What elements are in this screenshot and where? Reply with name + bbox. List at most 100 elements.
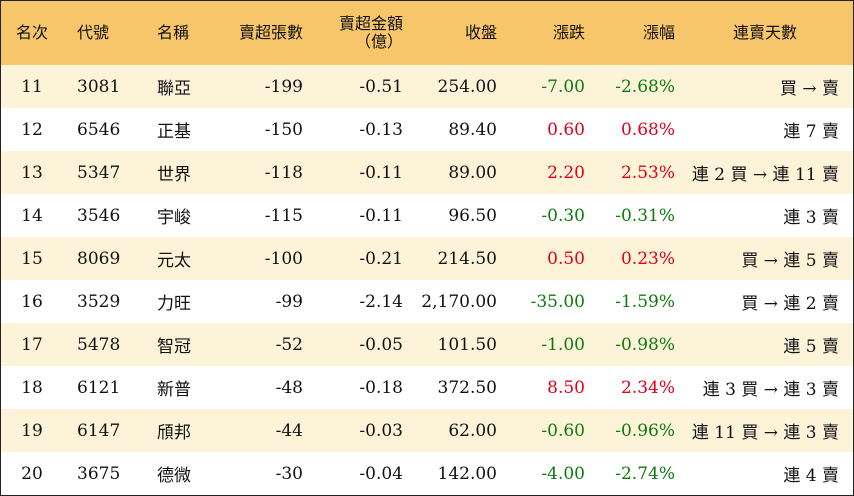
cell-net-sell-lots: -199 xyxy=(264,76,303,97)
cell-name: 力旺 xyxy=(157,294,191,314)
header-change: 漲跌 xyxy=(552,23,585,43)
cell-name: 世界 xyxy=(157,165,191,185)
header-net-sell-lots: 賣超張數 xyxy=(238,23,303,43)
cell-streak: 連 7 賣 xyxy=(783,122,839,142)
cell-net-sell-lots: -115 xyxy=(264,205,303,226)
cell-code: 6147 xyxy=(77,420,121,441)
cell-code: 6546 xyxy=(77,119,121,140)
cell-net-sell-lots: -150 xyxy=(264,119,303,140)
cell-net-sell-amount: -0.11 xyxy=(359,162,403,183)
cell-change: -4.00 xyxy=(541,463,585,484)
cell-close: 372.50 xyxy=(437,377,497,398)
cell-rank: 14 xyxy=(21,205,43,226)
cell-streak: 買 → 賣 xyxy=(779,79,839,99)
cell-net-sell-lots: -100 xyxy=(264,248,303,269)
cell-close: 89.40 xyxy=(448,119,497,140)
table-row: 16 3529 力旺 -99 -2.14 2,170.00 -35.00 -1.59% 買 → … xyxy=(1,280,853,323)
cell-rank: 20 xyxy=(21,463,43,484)
cell-change: -0.30 xyxy=(541,205,585,226)
cell-change-pct: 2.34% xyxy=(620,377,675,398)
cell-rank: 19 xyxy=(21,420,43,441)
cell-streak: 連 5 賣 xyxy=(783,337,839,357)
cell-streak: 連 4 賣 xyxy=(783,466,839,486)
header-net-sell-amount-line1: 賣超金額 xyxy=(338,14,403,34)
cell-change: 0.50 xyxy=(547,248,585,269)
cell-change: 8.50 xyxy=(547,377,585,398)
cell-code: 5478 xyxy=(77,334,121,355)
cell-net-sell-amount: -0.21 xyxy=(359,248,403,269)
cell-change: 0.60 xyxy=(547,119,585,140)
cell-name: 元太 xyxy=(157,251,191,271)
cell-change-pct: -0.98% xyxy=(615,334,675,355)
cell-change-pct: -2.74% xyxy=(615,463,675,484)
cell-net-sell-amount: -0.05 xyxy=(359,334,403,355)
cell-net-sell-lots: -44 xyxy=(275,420,303,441)
cell-net-sell-amount: -0.18 xyxy=(359,377,403,398)
cell-code: 8069 xyxy=(77,248,121,269)
cell-streak: 買 → 連 2 賣 xyxy=(741,294,839,314)
cell-net-sell-lots: -48 xyxy=(275,377,303,398)
cell-name: 正基 xyxy=(157,122,191,142)
header-rank: 名次 xyxy=(15,23,48,43)
cell-change: -7.00 xyxy=(541,76,585,97)
cell-code: 3675 xyxy=(77,463,121,484)
table-row: 15 8069 元太 -100 -0.21 214.50 0.50 0.23% 買 → 連 5 … xyxy=(1,237,853,280)
cell-close: 62.00 xyxy=(448,420,497,441)
cell-rank: 12 xyxy=(21,119,43,140)
cell-rank: 11 xyxy=(21,76,43,97)
cell-rank: 17 xyxy=(21,334,43,355)
table-header-row: 名次 代號 名稱 賣超張數 賣超金額 （億） 收盤 漲跌 漲幅 連賣天數 xyxy=(1,1,853,65)
header-streak: 連賣天數 xyxy=(732,23,797,43)
cell-net-sell-amount: -0.51 xyxy=(359,76,403,97)
cell-change: 2.20 xyxy=(547,162,585,183)
header-code: 代號 xyxy=(77,23,110,43)
cell-net-sell-amount: -0.13 xyxy=(359,119,403,140)
cell-streak: 連 11 買 → 連 3 賣 xyxy=(691,423,839,443)
table-row: 20 3675 德微 -30 -0.04 142.00 -4.00 -2.74% 連 4 賣 xyxy=(1,452,853,495)
cell-close: 214.50 xyxy=(437,248,497,269)
cell-net-sell-lots: -99 xyxy=(275,291,303,312)
cell-change-pct: 2.53% xyxy=(620,162,675,183)
table-row: 19 6147 頎邦 -44 -0.03 62.00 -0.60 -0.96% 連 11 買 →… xyxy=(1,409,853,452)
cell-net-sell-amount: -0.04 xyxy=(359,463,403,484)
cell-net-sell-lots: -30 xyxy=(275,463,303,484)
cell-change-pct: -1.59% xyxy=(615,291,675,312)
cell-net-sell-amount: -0.11 xyxy=(359,205,403,226)
cell-streak: 連 2 買 → 連 11 賣 xyxy=(691,165,839,185)
header-net-sell-amount-line2: （億） xyxy=(354,32,403,51)
header-net-sell-amount: 賣超金額 （億） xyxy=(311,1,411,65)
cell-change-pct: 0.68% xyxy=(620,119,675,140)
table-row: 11 3081 聯亞 -199 -0.51 254.00 -7.00 -2.68% 買 → 賣 xyxy=(1,65,853,108)
cell-streak: 連 3 買 → 連 3 賣 xyxy=(702,380,839,400)
cell-change-pct: -0.31% xyxy=(615,205,675,226)
cell-net-sell-amount: -0.03 xyxy=(359,420,403,441)
header-close: 收盤 xyxy=(464,23,497,43)
cell-net-sell-amount: -2.14 xyxy=(359,291,403,312)
cell-name: 聯亞 xyxy=(157,79,191,99)
cell-name: 頎邦 xyxy=(157,423,191,443)
table-row: 13 5347 世界 -118 -0.11 89.00 2.20 2.53% 連 2 買 → 連… xyxy=(1,151,853,194)
cell-streak: 買 → 連 5 賣 xyxy=(741,251,839,271)
cell-change: -35.00 xyxy=(530,291,585,312)
cell-close: 101.50 xyxy=(437,334,497,355)
cell-streak: 連 3 賣 xyxy=(783,208,839,228)
table-row: 12 6546 正基 -150 -0.13 89.40 0.60 0.68% 連 7 賣 xyxy=(1,108,853,151)
cell-change-pct: -0.96% xyxy=(615,420,675,441)
table-row: 14 3546 宇峻 -115 -0.11 96.50 -0.30 -0.31% 連 3 賣 xyxy=(1,194,853,237)
cell-name: 新普 xyxy=(157,380,191,400)
cell-change: -1.00 xyxy=(541,334,585,355)
cell-rank: 13 xyxy=(21,162,43,183)
cell-code: 6121 xyxy=(77,377,121,398)
cell-change-pct: 0.23% xyxy=(620,248,675,269)
cell-rank: 15 xyxy=(21,248,43,269)
cell-net-sell-lots: -52 xyxy=(275,334,303,355)
cell-close: 142.00 xyxy=(437,463,497,484)
cell-rank: 18 xyxy=(21,377,43,398)
cell-code: 3546 xyxy=(77,205,121,226)
cell-change-pct: -2.68% xyxy=(615,76,675,97)
table-row: 17 5478 智冠 -52 -0.05 101.50 -1.00 -0.98% 連 5 賣 xyxy=(1,323,853,366)
table-row: 18 6121 新普 -48 -0.18 372.50 8.50 2.34% 連 3 買 → 連… xyxy=(1,366,853,409)
cell-rank: 16 xyxy=(21,291,43,312)
